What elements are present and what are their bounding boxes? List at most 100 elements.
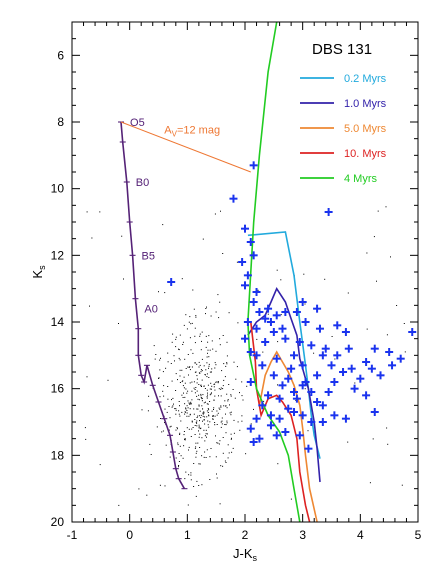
cluster-member-point <box>341 414 350 423</box>
field-star-point <box>220 395 222 397</box>
field-star-point <box>304 303 306 305</box>
reddening-label-main: A <box>164 125 172 137</box>
field-star-point <box>222 465 224 467</box>
cluster-member-point <box>324 208 333 216</box>
field-star-point <box>209 349 211 351</box>
y-tick-label: 10 <box>51 182 65 196</box>
field-star-point <box>162 390 164 392</box>
field-star-point <box>183 392 184 394</box>
field-star-point <box>162 371 164 373</box>
field-star-point <box>216 473 217 475</box>
field-star-point <box>181 278 183 280</box>
field-star-point <box>201 370 203 372</box>
field-star-point <box>192 352 194 354</box>
field-star-point <box>175 346 177 348</box>
field-star-point <box>206 397 208 399</box>
field-star-point <box>181 394 183 396</box>
cluster-member-point <box>307 388 316 396</box>
field-star-point <box>155 354 157 355</box>
field-star-point <box>188 474 190 476</box>
cluster-member-point <box>292 308 301 316</box>
field-star-point <box>171 341 173 343</box>
field-star-point <box>203 411 205 413</box>
field-star-point <box>216 477 218 479</box>
field-star-point <box>175 457 177 459</box>
field-star-point <box>201 386 202 387</box>
cluster-member-point <box>301 318 310 326</box>
field-star-point <box>171 399 172 401</box>
field-star-point <box>217 382 219 384</box>
field-star-point <box>166 411 168 413</box>
cluster-member-point <box>298 361 307 370</box>
field-star-point <box>206 373 208 375</box>
cluster-member-point <box>341 328 350 336</box>
field-star-point <box>187 407 189 409</box>
field-star-point <box>191 390 193 392</box>
field-star-point <box>257 289 259 291</box>
reddening-vector-line <box>120 121 251 173</box>
field-star-point <box>214 367 216 369</box>
field-star-point <box>164 422 165 424</box>
field-star-point <box>256 338 258 340</box>
field-star-point <box>276 269 278 271</box>
cluster-member-point <box>278 381 287 390</box>
field-star-point <box>198 404 200 406</box>
field-star-point <box>198 372 200 374</box>
field-star-point <box>203 419 205 420</box>
field-star-point <box>220 405 222 407</box>
field-star-point <box>225 405 227 407</box>
field-star-point <box>267 313 269 315</box>
legend: 0.2 Myrs 1.0 Myrs 5.0 Myrs 10. Myrs 4 Myrs <box>300 73 387 185</box>
field-star-point <box>232 447 234 449</box>
field-star-point <box>206 389 208 391</box>
field-star-point <box>221 370 223 372</box>
field-star-point <box>215 435 216 437</box>
field-star-point <box>215 350 217 352</box>
field-star-point <box>179 375 181 377</box>
field-star-point <box>201 379 203 381</box>
field-star-point <box>185 471 187 473</box>
field-star-point <box>211 371 212 373</box>
field-star-point <box>177 428 178 430</box>
field-star-point <box>156 426 158 428</box>
field-star-point <box>199 372 201 374</box>
field-star-point <box>150 454 152 455</box>
field-star-point <box>223 405 225 407</box>
field-star-point <box>204 388 206 389</box>
cluster-member-point <box>281 334 290 343</box>
field-star-point <box>209 421 211 423</box>
field-star-point <box>239 429 241 431</box>
field-star-point <box>214 422 216 423</box>
cluster-member-point <box>290 351 299 360</box>
field-star-point <box>227 457 229 459</box>
field-star-point <box>216 414 218 416</box>
field-star-point <box>216 424 218 425</box>
field-star-point <box>184 438 186 439</box>
field-star-point <box>230 411 232 413</box>
field-star-point <box>207 352 208 354</box>
field-star-point <box>213 383 215 385</box>
field-star-point <box>197 415 199 417</box>
field-star-point <box>149 443 151 445</box>
field-star-point <box>181 411 183 413</box>
field-star-point <box>163 385 165 387</box>
field-star-point <box>175 413 177 415</box>
field-star-point <box>220 388 222 390</box>
field-star-point <box>173 355 175 357</box>
field-star-point <box>206 410 208 412</box>
y-tick-label: 14 <box>51 315 65 329</box>
field-star-point <box>198 426 200 428</box>
field-star-point <box>184 411 186 413</box>
field-star-point <box>201 331 203 333</box>
field-star-point <box>220 406 222 408</box>
field-star-point <box>217 442 219 444</box>
field-star-point <box>242 399 244 401</box>
field-star-point <box>198 415 200 417</box>
field-star-point <box>195 421 197 423</box>
field-star-point <box>196 390 198 392</box>
field-star-point <box>217 294 219 296</box>
field-star-point <box>262 351 264 353</box>
field-star-point <box>123 278 124 280</box>
field-star-point <box>200 395 202 397</box>
field-star-point <box>208 356 210 358</box>
